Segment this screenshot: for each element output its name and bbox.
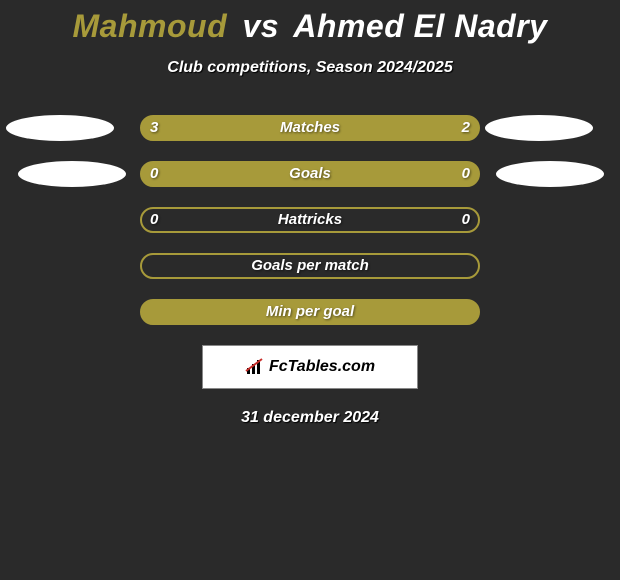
- stat-row: 00Hattricks: [0, 207, 620, 233]
- stat-bar: 32Matches: [140, 115, 480, 141]
- stat-row: Min per goal: [0, 299, 620, 325]
- stat-bar: Min per goal: [140, 299, 480, 325]
- player2-name: Ahmed El Nadry: [293, 8, 547, 44]
- date-text: 31 december 2024: [0, 409, 620, 427]
- stat-row: 32Matches: [0, 115, 620, 141]
- title-vs: vs: [243, 8, 280, 44]
- stat-row: 00Goals: [0, 161, 620, 187]
- player1-avatar: [6, 115, 114, 141]
- barchart-icon: [245, 358, 265, 376]
- stat-bar: 00Goals: [140, 161, 480, 187]
- logo-text: FcTables.com: [269, 358, 375, 376]
- stat-label: Goals: [140, 161, 480, 187]
- player1-name: Mahmoud: [73, 8, 228, 44]
- page-title: Mahmoud vs Ahmed El Nadry: [0, 8, 620, 45]
- stat-row: Goals per match: [0, 253, 620, 279]
- stats-section: 32Matches 00Goals 00Hattricks Goals per mat…: [0, 115, 620, 325]
- player1-avatar: [18, 161, 126, 187]
- subtitle: Club competitions, Season 2024/2025: [0, 59, 620, 77]
- logo-inner: FcTables.com: [245, 358, 375, 376]
- player2-avatar: [496, 161, 604, 187]
- stat-label: Hattricks: [140, 207, 480, 233]
- comparison-card: Mahmoud vs Ahmed El Nadry Club competiti…: [0, 0, 620, 427]
- stat-label: Min per goal: [140, 299, 480, 325]
- stat-bar: 00Hattricks: [140, 207, 480, 233]
- stat-label: Matches: [140, 115, 480, 141]
- source-logo: FcTables.com: [202, 345, 418, 389]
- player2-avatar: [485, 115, 593, 141]
- stat-label: Goals per match: [140, 253, 480, 279]
- stat-bar: Goals per match: [140, 253, 480, 279]
